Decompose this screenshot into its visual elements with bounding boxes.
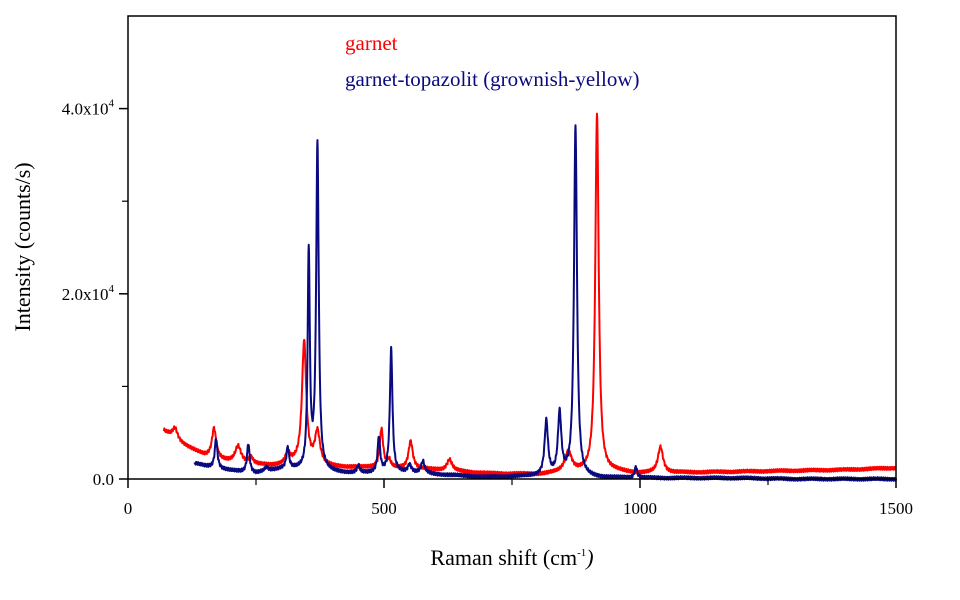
- series-line-garnet: [162, 112, 897, 477]
- x-tick-label: 1500: [879, 499, 913, 518]
- x-tick-label: 500: [371, 499, 397, 518]
- y-tick-label: 4.0x104: [62, 98, 115, 119]
- axis-ticks: 0 500 1000 1500 0.0 2.0x104 4.0x104: [62, 98, 913, 518]
- series-line-garnet-topazolit: [193, 124, 897, 482]
- y-axis-title: Intensity (counts/s): [10, 162, 35, 331]
- x-tick-label: 1000: [623, 499, 657, 518]
- plot-lines: [162, 112, 897, 482]
- y-tick-label: 2.0x104: [62, 283, 115, 304]
- legend-entry-garnet-topazolit: garnet-topazolit (grownish-yellow): [345, 67, 640, 91]
- x-tick-label: 0: [124, 499, 133, 518]
- legend-entry-garnet: garnet: [345, 31, 398, 55]
- x-axis-title: Raman shift (cm-1): [430, 545, 593, 570]
- y-tick-label: 0.0: [93, 470, 114, 489]
